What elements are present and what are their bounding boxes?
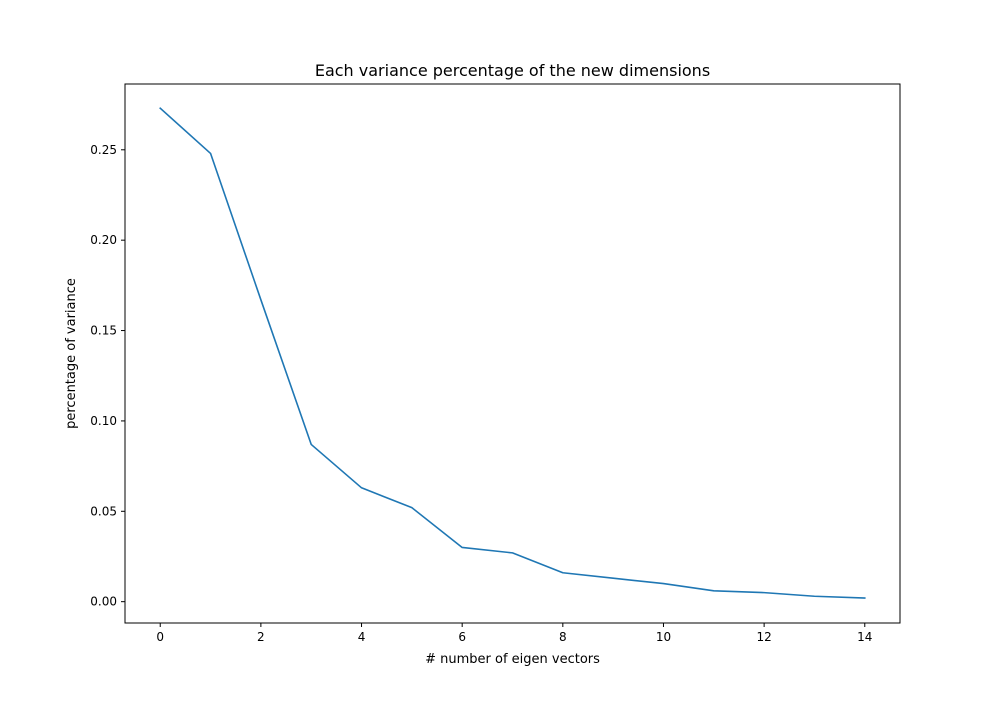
plot-frame <box>124 83 901 624</box>
y-axis-label: percentage of variance <box>64 278 79 429</box>
y-tick-label: 0.05 <box>90 504 117 518</box>
y-tick-label: 0.00 <box>90 595 117 609</box>
x-axis-ticks: 0 2 4 6 8 10 12 14 <box>156 623 872 644</box>
series-layer <box>159 107 866 599</box>
x-tick-label: 0 <box>156 630 164 644</box>
y-tick-label: 0.15 <box>90 324 117 338</box>
x-tick-label: 12 <box>756 630 771 644</box>
x-tick-label: 14 <box>857 630 872 644</box>
x-axis-label: # number of eigen vectors <box>425 652 600 667</box>
y-tick-label: 0.10 <box>90 414 117 428</box>
x-tick-label: 8 <box>559 630 567 644</box>
x-tick-label: 4 <box>358 630 366 644</box>
chart-title: Each variance percentage of the new dime… <box>315 61 710 80</box>
y-axis-ticks: 0.00 0.05 0.10 0.15 0.20 0.25 <box>90 143 125 609</box>
y-tick-label: 0.25 <box>90 143 117 157</box>
y-tick-label: 0.20 <box>90 233 117 247</box>
x-tick-label: 10 <box>656 630 671 644</box>
x-tick-label: 6 <box>458 630 466 644</box>
x-tick-label: 2 <box>257 630 265 644</box>
series-line-0 <box>159 107 866 599</box>
